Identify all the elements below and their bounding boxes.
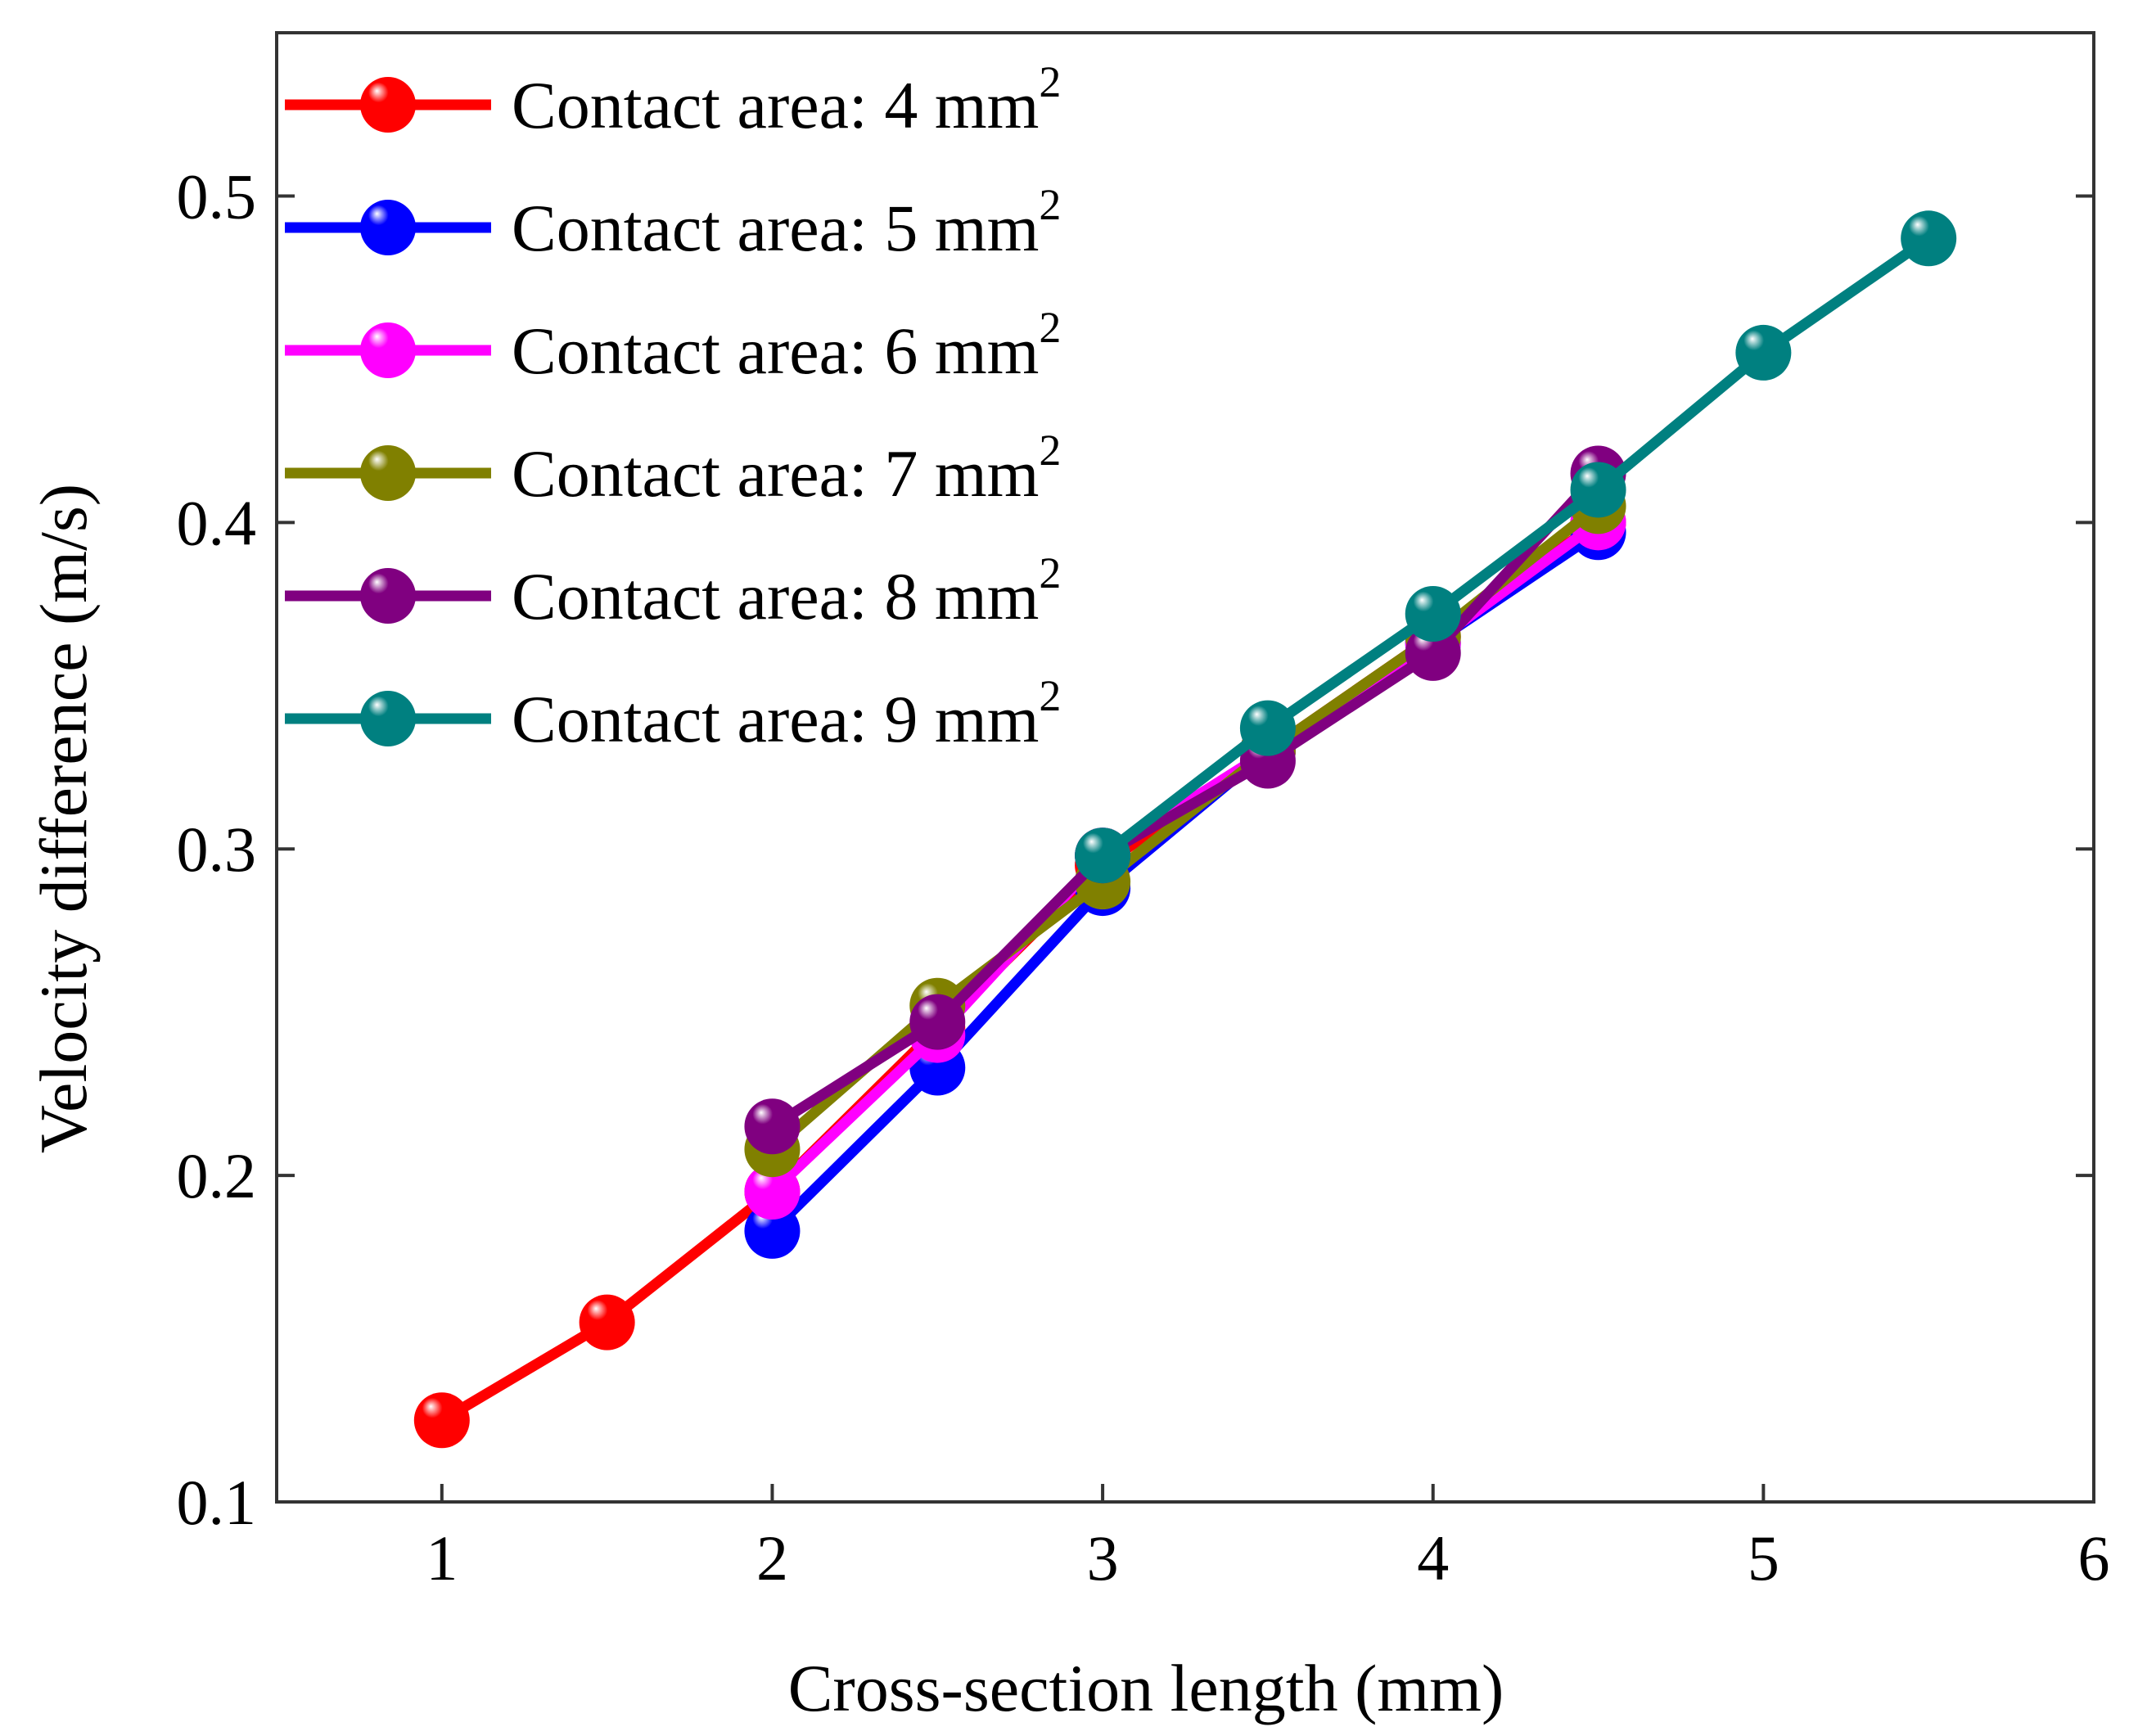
data-point — [744, 1164, 801, 1220]
legend-marker — [360, 691, 416, 746]
x-tick-label: 4 — [1417, 1522, 1449, 1594]
legend-label: Contact area: 8 mm2 — [512, 548, 1061, 634]
legend-marker — [360, 200, 416, 255]
y-tick-label: 0.3 — [177, 814, 257, 885]
legend-label-text: Contact area: 9 mm — [512, 682, 1039, 756]
legend-item: Contact area: 8 mm2 — [285, 548, 1061, 634]
data-point — [744, 1098, 801, 1155]
x-tick-label: 6 — [2078, 1522, 2110, 1594]
legend-item: Contact area: 6 mm2 — [285, 303, 1061, 388]
legend-marker — [360, 322, 416, 378]
data-point — [1405, 625, 1461, 681]
data-point — [579, 1294, 635, 1350]
legend-label-text: Contact area: 5 mm — [512, 191, 1039, 265]
data-point — [1075, 827, 1131, 884]
series-line — [1099, 233, 1932, 860]
legend-marker — [360, 568, 416, 624]
legend-label: Contact area: 7 mm2 — [512, 426, 1061, 511]
legend-label: Contact area: 9 mm2 — [512, 671, 1061, 756]
legend-label-text: Contact area: 6 mm — [512, 313, 1039, 388]
legend-item: Contact area: 7 mm2 — [285, 426, 1061, 511]
data-point — [744, 1202, 801, 1259]
legend-label: Contact area: 5 mm2 — [512, 180, 1061, 265]
legend-label-superscript: 2 — [1039, 180, 1061, 229]
legend-marker — [360, 445, 416, 501]
plot-frame — [275, 31, 2095, 1504]
x-tick-label: 5 — [1748, 1522, 1779, 1594]
series-layer — [413, 210, 1957, 1449]
y-tick-label: 0.5 — [177, 160, 257, 232]
y-axis-title: Velocity difference (m/s) — [26, 484, 101, 1153]
axis-ticks: 1 2 3 4 5 6 0.1 0.2 0.3 0.4 0.5 — [177, 160, 2110, 1594]
data-point — [1570, 462, 1626, 518]
legend-marker — [360, 77, 416, 133]
data-point — [1735, 324, 1792, 381]
y-tick-label: 0.4 — [177, 487, 257, 558]
legend-label: Contact area: 4 mm2 — [512, 57, 1061, 142]
legend-label-superscript: 2 — [1039, 57, 1061, 106]
legend-label-text: Contact area: 4 mm — [512, 68, 1039, 142]
legend-item: Contact area: 9 mm2 — [285, 671, 1061, 756]
data-point — [1405, 586, 1461, 643]
legend-label: Contact area: 6 mm2 — [512, 303, 1061, 388]
legend-item: Contact area: 4 mm2 — [285, 57, 1061, 142]
x-tick-label: 3 — [1087, 1522, 1119, 1594]
series-line — [768, 527, 1602, 1235]
legend-label-superscript: 2 — [1039, 426, 1061, 475]
y-tick-label: 0.2 — [177, 1140, 257, 1211]
x-tick-label: 1 — [426, 1522, 458, 1594]
legend-label-superscript: 2 — [1039, 548, 1061, 597]
data-point — [1239, 700, 1296, 756]
data-point — [413, 1392, 470, 1449]
y-tick-label: 0.1 — [177, 1467, 257, 1538]
data-point — [909, 994, 966, 1050]
x-tick-label: 2 — [756, 1522, 788, 1594]
legend-label-text: Contact area: 8 mm — [512, 559, 1039, 634]
x-axis-title: Cross-section length (mm) — [788, 1651, 1504, 1725]
legend-item: Contact area: 5 mm2 — [285, 180, 1061, 265]
data-point — [1901, 210, 1957, 267]
legend-label-superscript: 2 — [1039, 671, 1061, 720]
legend-label-superscript: 2 — [1039, 303, 1061, 352]
legend-label-text: Contact area: 7 mm — [512, 436, 1039, 511]
series-line — [769, 470, 1603, 1131]
series-contact-area-9-mm2 — [1075, 210, 1957, 884]
